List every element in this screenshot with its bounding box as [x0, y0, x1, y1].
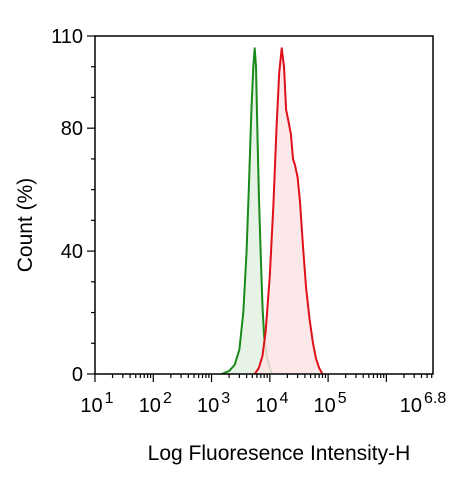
x-tick-label: 10 3 — [197, 390, 230, 417]
series-2-line — [253, 47, 324, 375]
y-tick-label: 110 — [51, 26, 83, 48]
y-tick-label: 40 — [61, 241, 83, 263]
x-tick-label: 10 2 — [139, 390, 172, 417]
x-tick-label: 10 1 — [80, 390, 113, 417]
y-tick-label: 0 — [72, 364, 83, 386]
x-axis-label: Log Fluoresence Intensity-H — [148, 442, 411, 465]
ticks-layer: 0 40 80 110 10 1 10 2 10 3 10 4 10 5 10 6.8 — [51, 26, 446, 417]
x-tick-label: 10 4 — [255, 390, 288, 417]
series-2-fill — [254, 48, 323, 375]
series-1-fill — [221, 48, 273, 375]
x-tick-label: 10 6.8 — [400, 390, 447, 417]
y-axis-label: Count (%) — [14, 178, 37, 273]
x-tick-label: 10 5 — [314, 390, 347, 417]
series-layer — [221, 47, 324, 375]
y-tick-label: 80 — [61, 118, 83, 140]
